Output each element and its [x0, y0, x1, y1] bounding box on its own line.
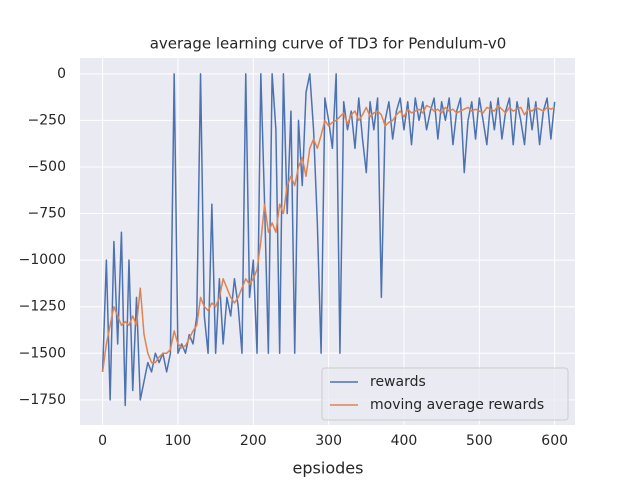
- x-tick-label: 200: [240, 433, 267, 449]
- legend-box: [321, 367, 569, 421]
- x-tick-label: 300: [315, 433, 342, 449]
- y-tick-label: −250: [28, 112, 66, 128]
- ticks: 0 100 200 300 400 500 600 0 −250 −500 −750 −1000 −12…: [19, 66, 568, 449]
- series-line: [101, 73, 556, 407]
- x-tick-label: 400: [391, 433, 418, 449]
- legend: rewards moving average rewards: [321, 367, 569, 421]
- x-axis-label: epsiodes: [293, 459, 364, 478]
- legend-label: moving average rewards: [370, 397, 544, 413]
- y-tick-label: −1250: [19, 299, 66, 315]
- x-tick-label: 0: [98, 433, 107, 449]
- chart-title: average learning curve of TD3 for Pendul…: [150, 35, 507, 53]
- y-tick-label: −750: [28, 206, 66, 222]
- y-tick-label: −1000: [19, 252, 66, 268]
- legend-label: rewards: [370, 374, 426, 390]
- y-tick-label: −1750: [19, 392, 66, 408]
- y-tick-label: −1500: [19, 345, 66, 361]
- x-tick-label: 600: [541, 433, 568, 449]
- x-tick-label: 500: [466, 433, 493, 449]
- y-tick-label: −500: [28, 159, 66, 175]
- y-tick-label: 0: [57, 66, 66, 82]
- lines: [101, 73, 556, 407]
- x-tick-label: 100: [165, 433, 192, 449]
- series-line: [101, 104, 555, 373]
